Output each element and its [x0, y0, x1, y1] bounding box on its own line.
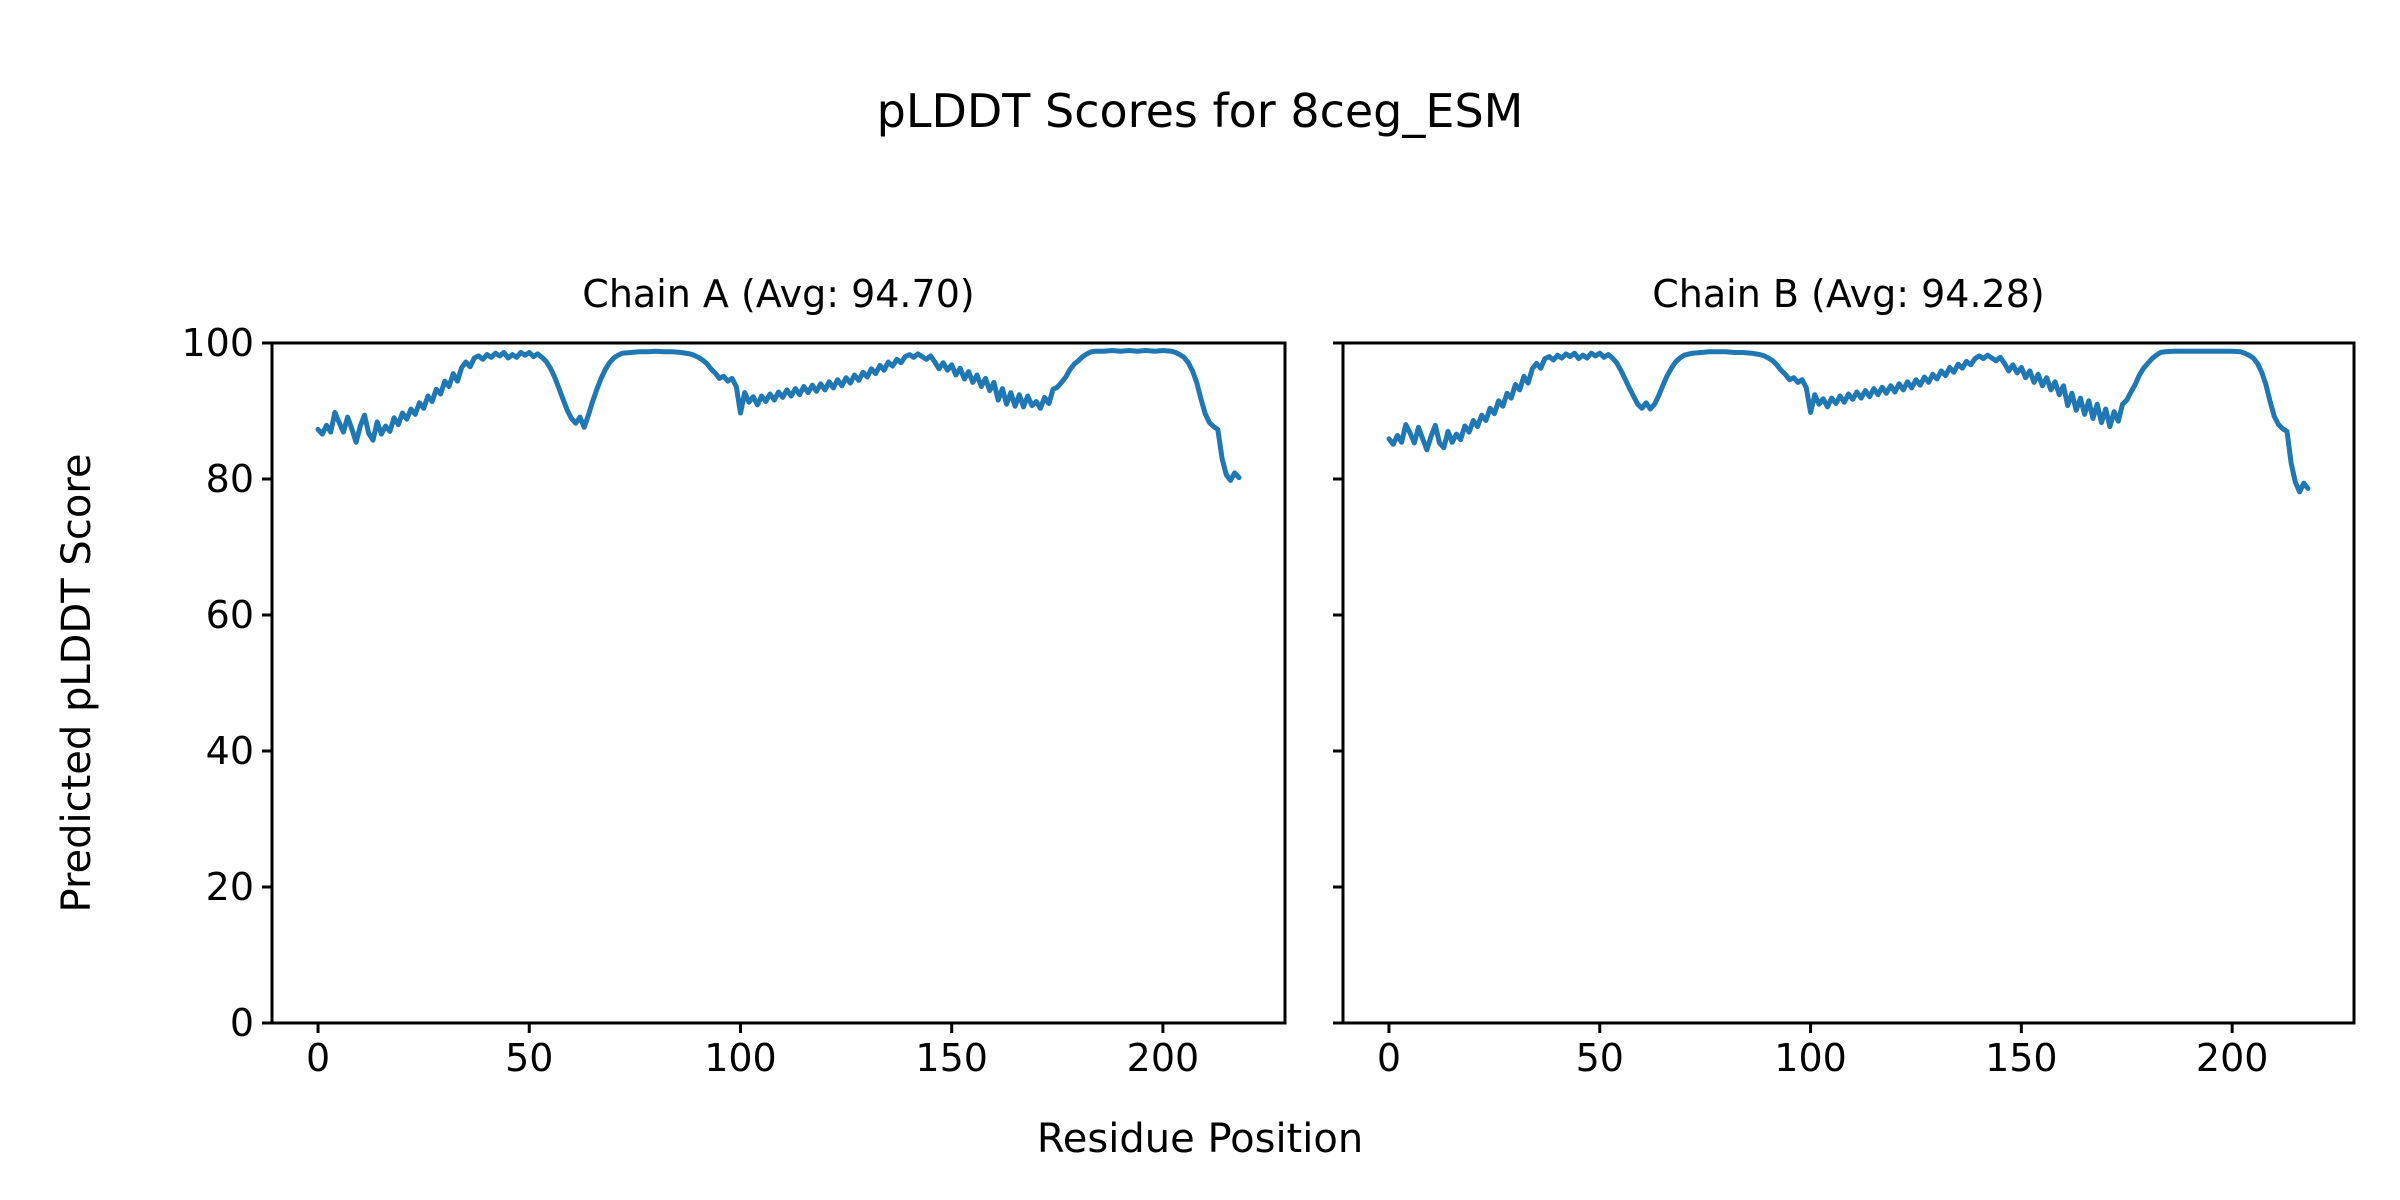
- x-tick-label: 100: [704, 1036, 777, 1080]
- figure-title: pLDDT Scores for 8ceg_ESM: [876, 84, 1524, 138]
- x-tick-label: 0: [1377, 1036, 1401, 1080]
- x-tick-label: 50: [505, 1036, 553, 1080]
- axes-frame-chain-A: [270, 341, 1287, 1025]
- x-tick-label: 200: [2196, 1036, 2269, 1080]
- x-tick-label: 0: [306, 1036, 330, 1080]
- plddt-line-chain-A: [315, 348, 1242, 483]
- y-axis-label: Predicted pLDDT Score: [54, 453, 100, 913]
- x-tick-label: 100: [1774, 1036, 1847, 1080]
- x-tick-label: 150: [915, 1036, 988, 1080]
- subplot-title-chain-b: Chain B (Avg: 94.28): [1652, 272, 2045, 316]
- y-tick-label: 60: [206, 593, 254, 637]
- subplot-title-chain-a: Chain A (Avg: 94.70): [582, 272, 975, 316]
- y-tick-label: 80: [206, 457, 254, 501]
- x-tick-label: 50: [1576, 1036, 1624, 1080]
- x-axis-label: Residue Position: [1036, 1116, 1364, 1162]
- y-tick-label: 100: [181, 321, 254, 365]
- x-tick-label: 150: [1985, 1036, 2058, 1080]
- axes-frame-chain-B: [1341, 341, 2356, 1025]
- y-tick-label: 40: [206, 729, 254, 773]
- y-tick-label: 20: [206, 865, 254, 909]
- y-tick-label: 0: [230, 1001, 254, 1045]
- x-tick-label: 200: [1127, 1036, 1200, 1080]
- plddt-line-chain-B: [1386, 348, 2311, 495]
